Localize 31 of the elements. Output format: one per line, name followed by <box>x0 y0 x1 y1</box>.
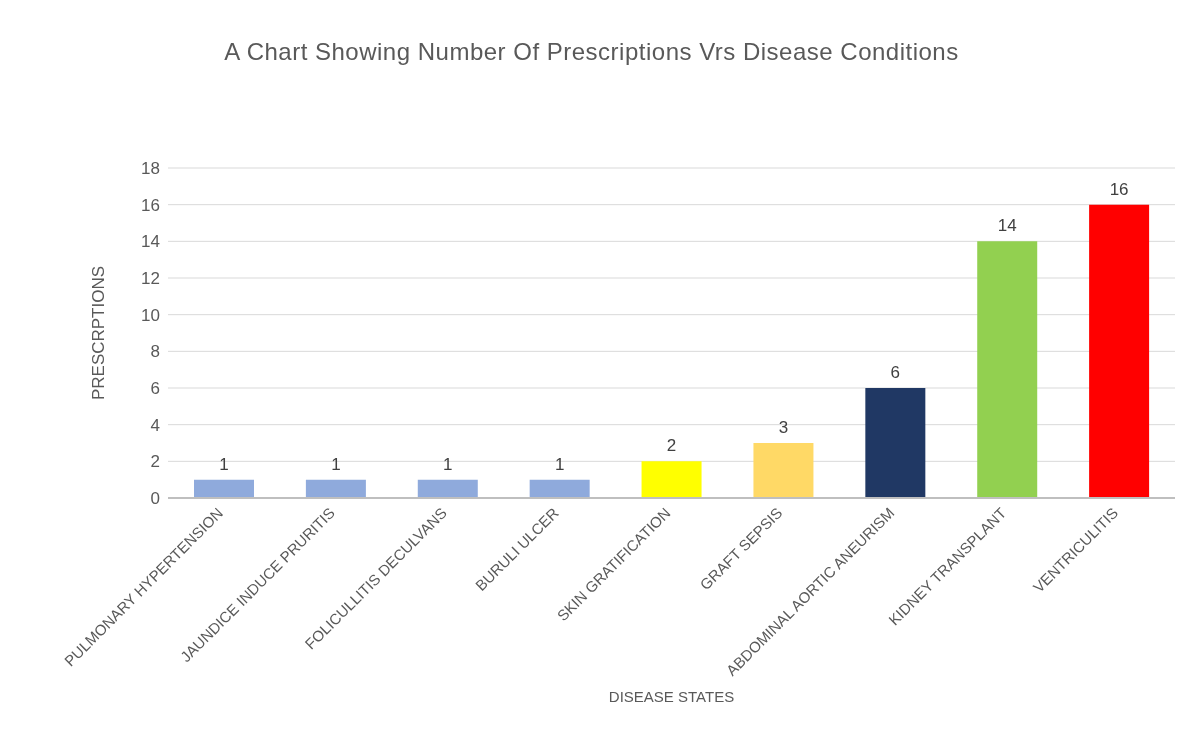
data-label: 14 <box>997 216 1017 236</box>
data-label: 1 <box>554 454 565 474</box>
data-label: 6 <box>890 363 901 382</box>
y-tick-label: 14 <box>141 232 160 252</box>
data-label: 1 <box>443 454 453 474</box>
y-tick-label: 8 <box>150 342 160 362</box>
bar <box>977 241 1038 498</box>
bar <box>1089 204 1150 498</box>
y-tick-label: 0 <box>150 489 160 509</box>
y-tick-label: 6 <box>150 379 160 399</box>
data-label: 16 <box>1109 179 1129 199</box>
y-tick-label: 16 <box>141 195 160 215</box>
data-label: 3 <box>778 418 789 437</box>
x-axis-title: DISEASE STATES <box>607 688 736 705</box>
bar <box>753 443 814 498</box>
bar <box>641 461 702 498</box>
data-label: 1 <box>331 454 341 474</box>
data-label: 1 <box>219 454 229 474</box>
y-tick-label: 18 <box>141 159 160 179</box>
y-tick-label: 4 <box>150 415 160 435</box>
y-axis-title: PRESCRPTIONS <box>89 265 109 401</box>
bar <box>865 388 926 498</box>
data-label: 2 <box>666 436 677 456</box>
bar <box>194 479 254 498</box>
bar <box>305 479 366 498</box>
chart-title: A Chart Showing Number Of Prescriptions Vrs Disease Conditions <box>223 37 960 67</box>
y-tick-label: 2 <box>150 452 160 472</box>
bar <box>529 479 590 498</box>
y-tick-label: 10 <box>141 305 160 325</box>
y-tick-label: 12 <box>141 269 160 289</box>
bar <box>417 479 478 498</box>
